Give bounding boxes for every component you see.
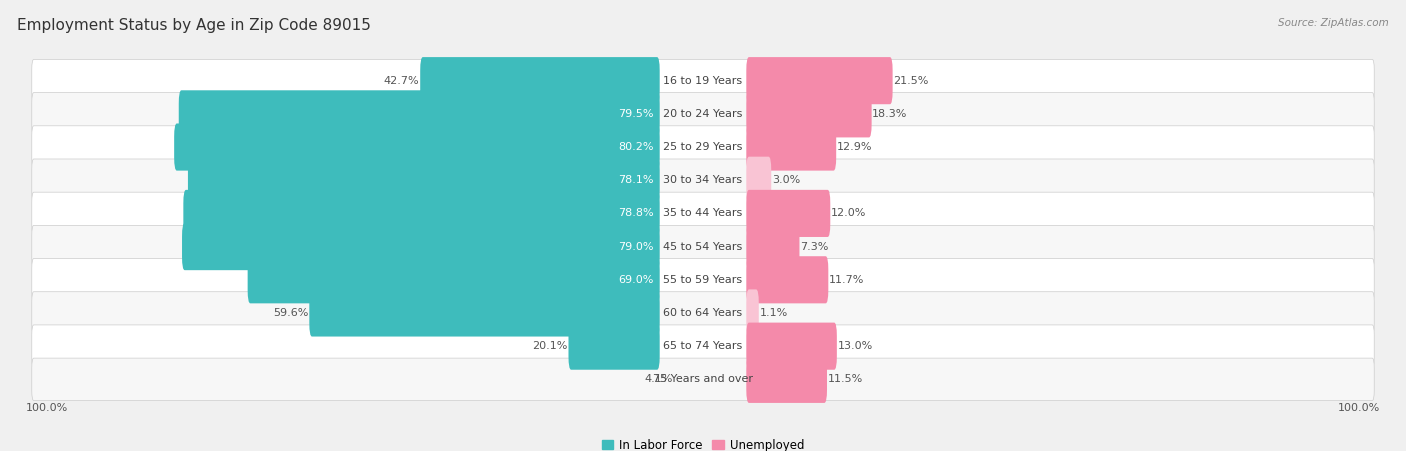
Text: 3.0%: 3.0% xyxy=(772,175,800,185)
Text: 100.0%: 100.0% xyxy=(1339,403,1381,413)
Text: 78.8%: 78.8% xyxy=(619,208,654,218)
FancyBboxPatch shape xyxy=(32,358,1374,400)
Text: 60 to 64 Years: 60 to 64 Years xyxy=(664,308,742,318)
Text: 12.9%: 12.9% xyxy=(837,142,872,152)
Text: Source: ZipAtlas.com: Source: ZipAtlas.com xyxy=(1278,18,1389,28)
FancyBboxPatch shape xyxy=(174,124,659,170)
FancyBboxPatch shape xyxy=(247,256,659,304)
Text: 11.7%: 11.7% xyxy=(830,275,865,285)
FancyBboxPatch shape xyxy=(32,60,1374,102)
Text: 4.1%: 4.1% xyxy=(644,374,673,384)
Text: 21.5%: 21.5% xyxy=(893,76,928,86)
FancyBboxPatch shape xyxy=(32,192,1374,235)
Text: Employment Status by Age in Zip Code 89015: Employment Status by Age in Zip Code 890… xyxy=(17,18,371,33)
Text: 69.0%: 69.0% xyxy=(619,275,654,285)
Text: 30 to 34 Years: 30 to 34 Years xyxy=(664,175,742,185)
Text: 20.1%: 20.1% xyxy=(533,341,568,351)
FancyBboxPatch shape xyxy=(747,124,837,170)
FancyBboxPatch shape xyxy=(32,325,1374,368)
Text: 18.3%: 18.3% xyxy=(872,109,908,119)
FancyBboxPatch shape xyxy=(32,226,1374,268)
FancyBboxPatch shape xyxy=(747,290,759,336)
FancyBboxPatch shape xyxy=(32,292,1374,334)
FancyBboxPatch shape xyxy=(747,223,800,270)
Text: 80.2%: 80.2% xyxy=(619,142,654,152)
Text: 55 to 59 Years: 55 to 59 Years xyxy=(664,275,742,285)
Text: 25 to 29 Years: 25 to 29 Years xyxy=(664,142,742,152)
FancyBboxPatch shape xyxy=(181,223,659,270)
FancyBboxPatch shape xyxy=(747,57,893,104)
Text: 65 to 74 Years: 65 to 74 Years xyxy=(664,341,742,351)
Text: 20 to 24 Years: 20 to 24 Years xyxy=(664,109,742,119)
FancyBboxPatch shape xyxy=(183,190,659,237)
FancyBboxPatch shape xyxy=(747,190,831,237)
Text: 1.1%: 1.1% xyxy=(759,308,787,318)
Text: 79.5%: 79.5% xyxy=(619,109,654,119)
FancyBboxPatch shape xyxy=(32,159,1374,202)
Text: 16 to 19 Years: 16 to 19 Years xyxy=(664,76,742,86)
Text: 42.7%: 42.7% xyxy=(384,76,419,86)
Text: 75 Years and over: 75 Years and over xyxy=(652,374,754,384)
FancyBboxPatch shape xyxy=(32,92,1374,135)
FancyBboxPatch shape xyxy=(747,356,827,403)
Text: 59.6%: 59.6% xyxy=(273,308,309,318)
Text: 79.0%: 79.0% xyxy=(619,242,654,252)
Text: 45 to 54 Years: 45 to 54 Years xyxy=(664,242,742,252)
Text: 13.0%: 13.0% xyxy=(838,341,873,351)
Legend: In Labor Force, Unemployed: In Labor Force, Unemployed xyxy=(598,434,808,451)
FancyBboxPatch shape xyxy=(179,90,659,138)
FancyBboxPatch shape xyxy=(32,126,1374,168)
Text: 35 to 44 Years: 35 to 44 Years xyxy=(664,208,742,218)
Text: 78.1%: 78.1% xyxy=(619,175,654,185)
FancyBboxPatch shape xyxy=(747,90,872,138)
FancyBboxPatch shape xyxy=(747,322,837,370)
Text: 7.3%: 7.3% xyxy=(800,242,828,252)
FancyBboxPatch shape xyxy=(747,156,772,204)
Text: 12.0%: 12.0% xyxy=(831,208,866,218)
FancyBboxPatch shape xyxy=(420,57,659,104)
Text: 11.5%: 11.5% xyxy=(828,374,863,384)
FancyBboxPatch shape xyxy=(188,156,659,204)
FancyBboxPatch shape xyxy=(309,290,659,336)
FancyBboxPatch shape xyxy=(568,322,659,370)
FancyBboxPatch shape xyxy=(32,258,1374,301)
Text: 100.0%: 100.0% xyxy=(25,403,67,413)
FancyBboxPatch shape xyxy=(747,256,828,304)
